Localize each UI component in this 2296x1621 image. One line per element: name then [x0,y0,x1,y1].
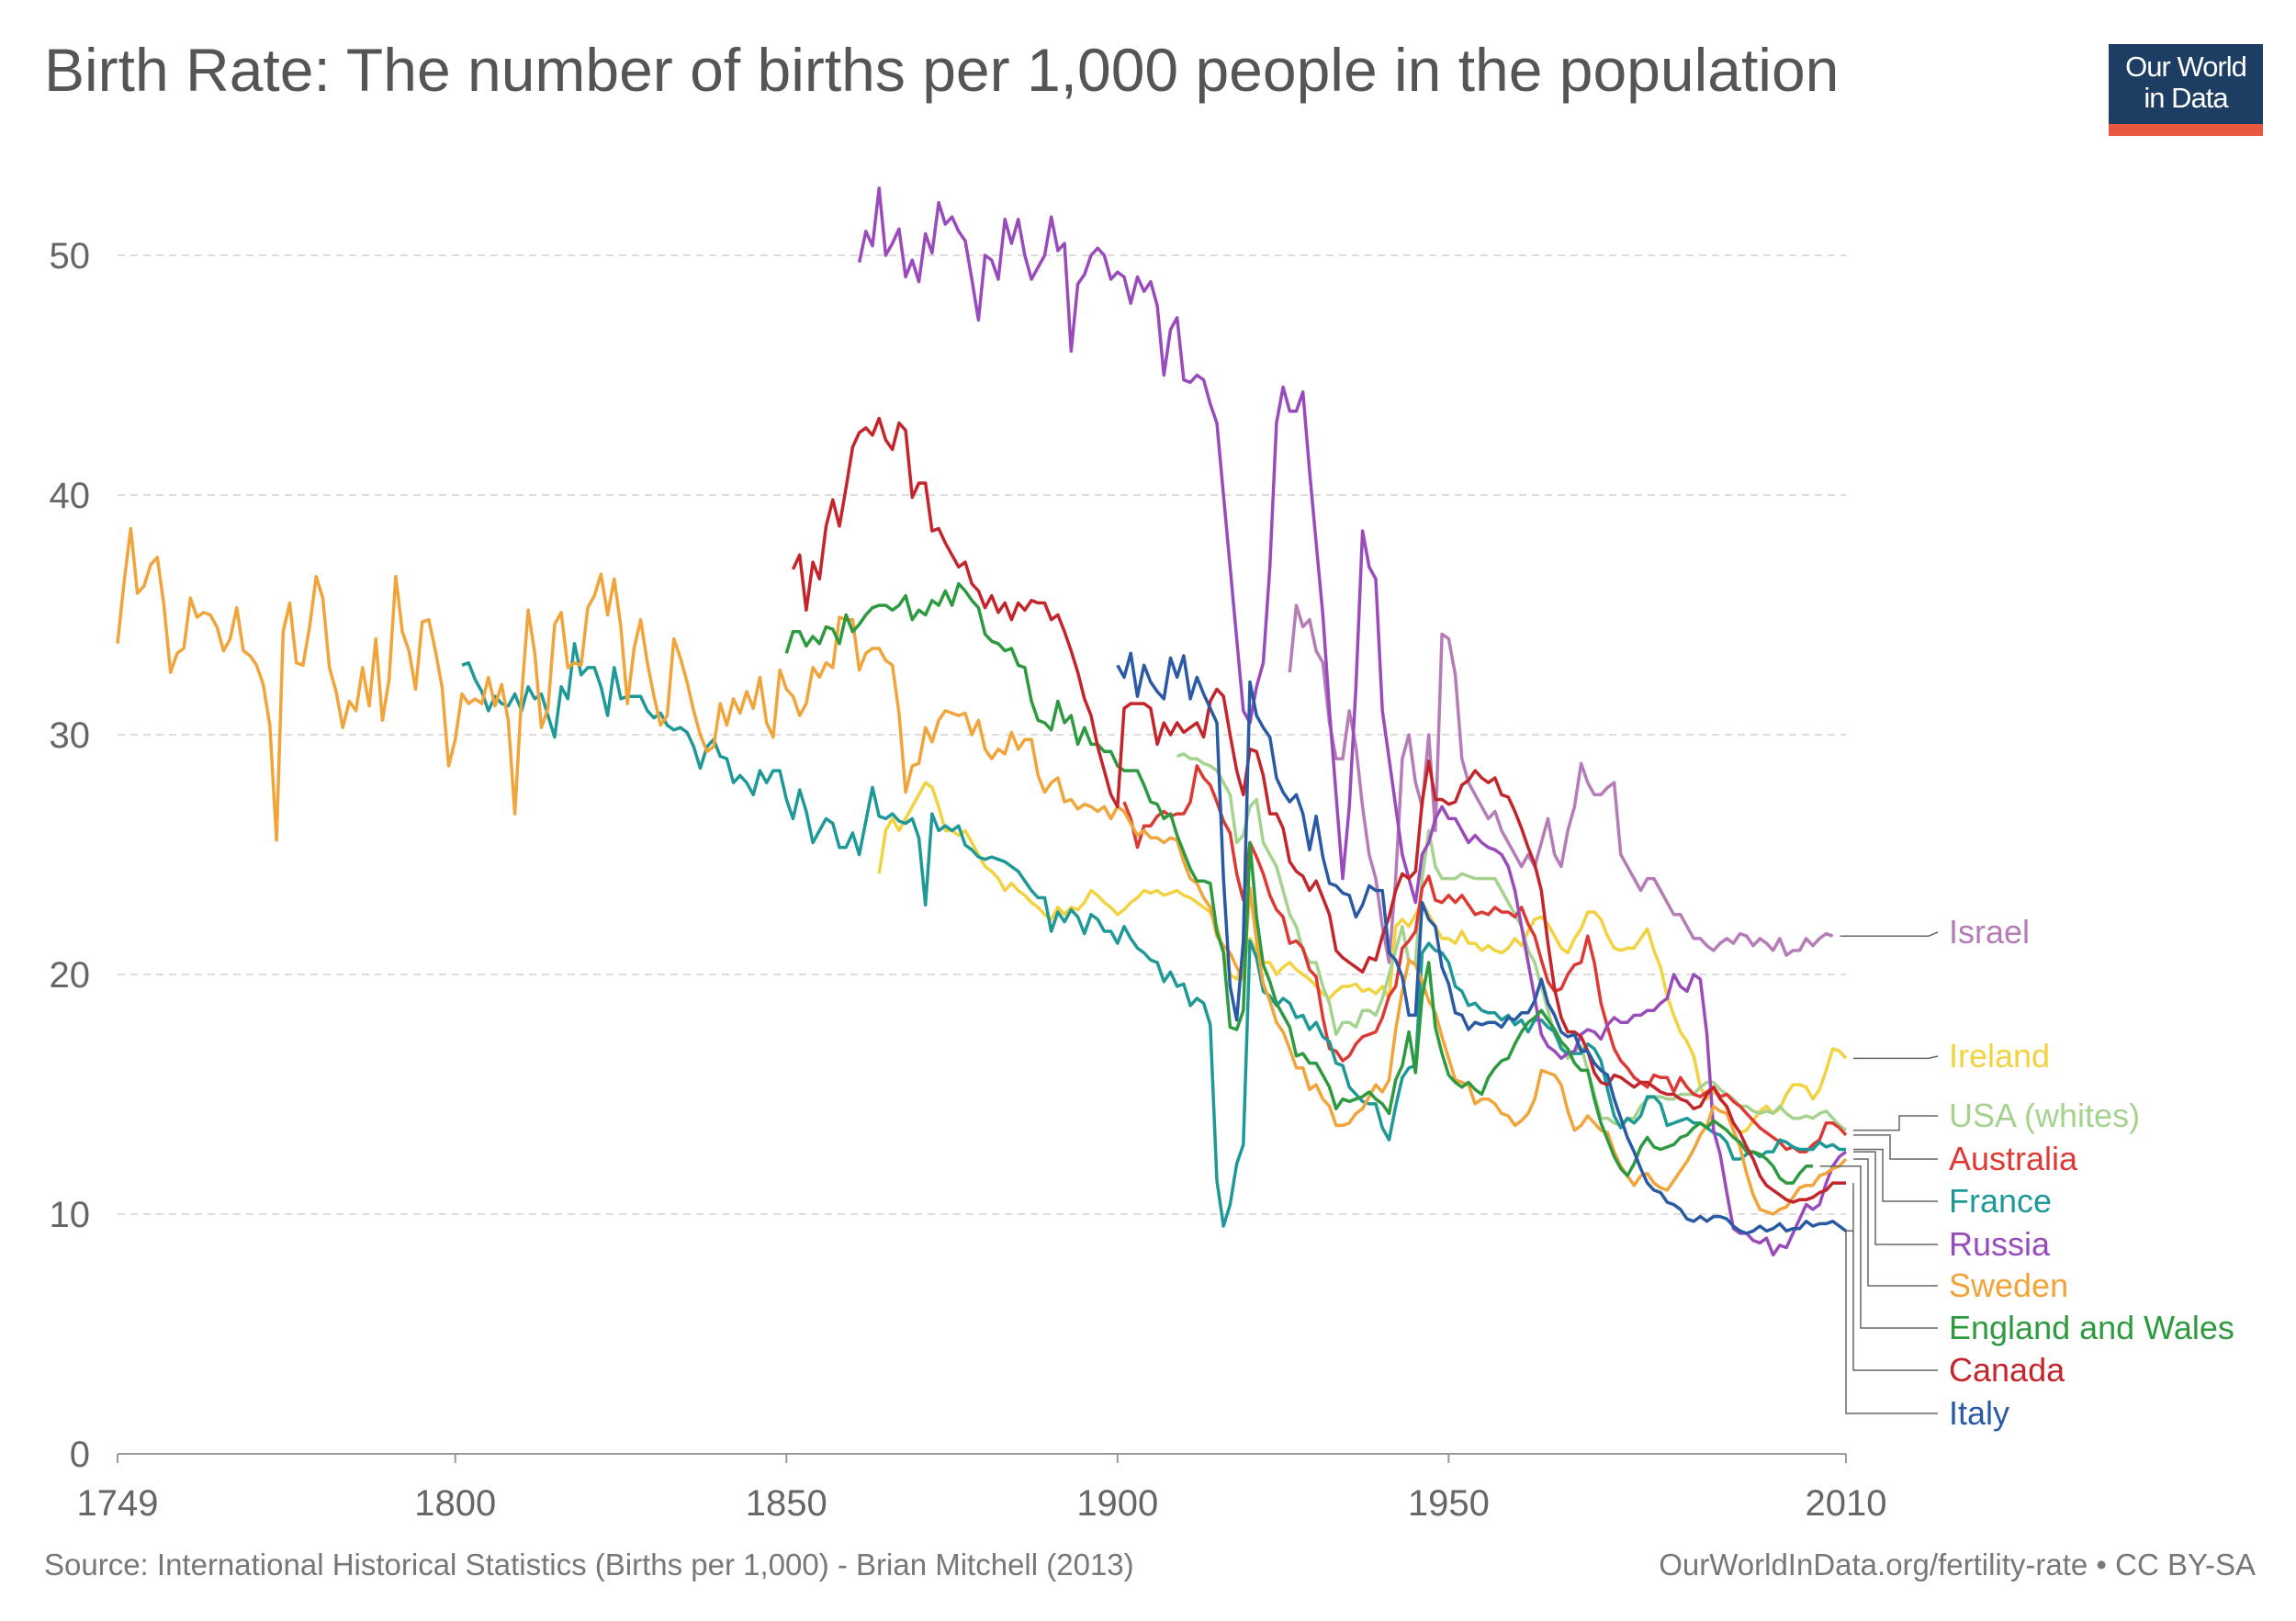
leader-line [1819,1165,1938,1329]
series-label: Russia [1949,1225,2051,1263]
y-tick-label: 50 [50,236,91,276]
credit-link[interactable]: OurWorldInData.org/fertility-rate • CC B… [1659,1548,2256,1582]
x-tick-label: 1749 [77,1483,159,1524]
y-tick-label: 0 [70,1435,90,1475]
source-note: Source: International Historical Statist… [44,1548,1134,1582]
y-tick-label: 30 [50,715,91,756]
leader-line [1853,1158,1938,1287]
series-lines [116,186,1848,1257]
series-label: Canada [1949,1351,2065,1389]
end-labels: Israel Ireland USA (whites) Australia France… [1819,913,2234,1432]
series-line-israel [1288,603,1834,964]
x-tick-label: 1850 [746,1483,827,1524]
series-label: France [1949,1182,2052,1220]
page-title: Birth Rate: The number of births per 1,0… [44,36,1840,104]
series-line-russia [857,186,1848,1257]
y-tick-label: 40 [50,476,91,516]
series-label: Italy [1949,1394,2009,1432]
series-label: USA (whites) [1949,1097,2140,1134]
series-label: Sweden [1949,1266,2068,1304]
owid-logo[interactable]: Our World in Data [2109,44,2263,136]
leader-line [1853,1115,1938,1131]
logo-line-2: in Data [2144,82,2228,114]
logo-accent-bar [2109,124,2263,136]
logo-line-1: Our World [2125,51,2247,83]
series-label: Australia [1949,1140,2078,1177]
leader-line [1853,1134,1938,1160]
series-line-england-and-wales [784,581,1813,1185]
y-tick-label: 10 [50,1195,91,1235]
series-label: England and Wales [1949,1309,2234,1346]
leader-line [1853,1151,1938,1245]
x-tick-label: 1950 [1408,1483,1490,1524]
axes: 0 10 20 30 40 50 1749 1800 1850 1900 1950 2010 [50,236,1887,1524]
x-tick-label: 1800 [414,1483,496,1524]
series-line-france [461,642,1846,1228]
leader-line [1852,1183,1938,1371]
x-tick-label: 1900 [1076,1483,1158,1524]
series-line-sweden [116,526,1848,1216]
leader-line [1840,931,1939,937]
series-label: Israel [1949,913,2030,951]
series-line-ireland [877,781,1848,1135]
y-tick-label: 20 [50,955,91,996]
series-line-canada [791,416,1846,1204]
leader-line [1853,1148,1938,1202]
series-label: Ireland [1949,1037,2050,1075]
x-tick-label: 2010 [1806,1483,1887,1524]
series-line-usa-whites- [1176,752,1848,1132]
leader-line [1853,1055,1939,1060]
series-line-italy [1116,651,1848,1235]
leader-line [1845,1230,1938,1414]
